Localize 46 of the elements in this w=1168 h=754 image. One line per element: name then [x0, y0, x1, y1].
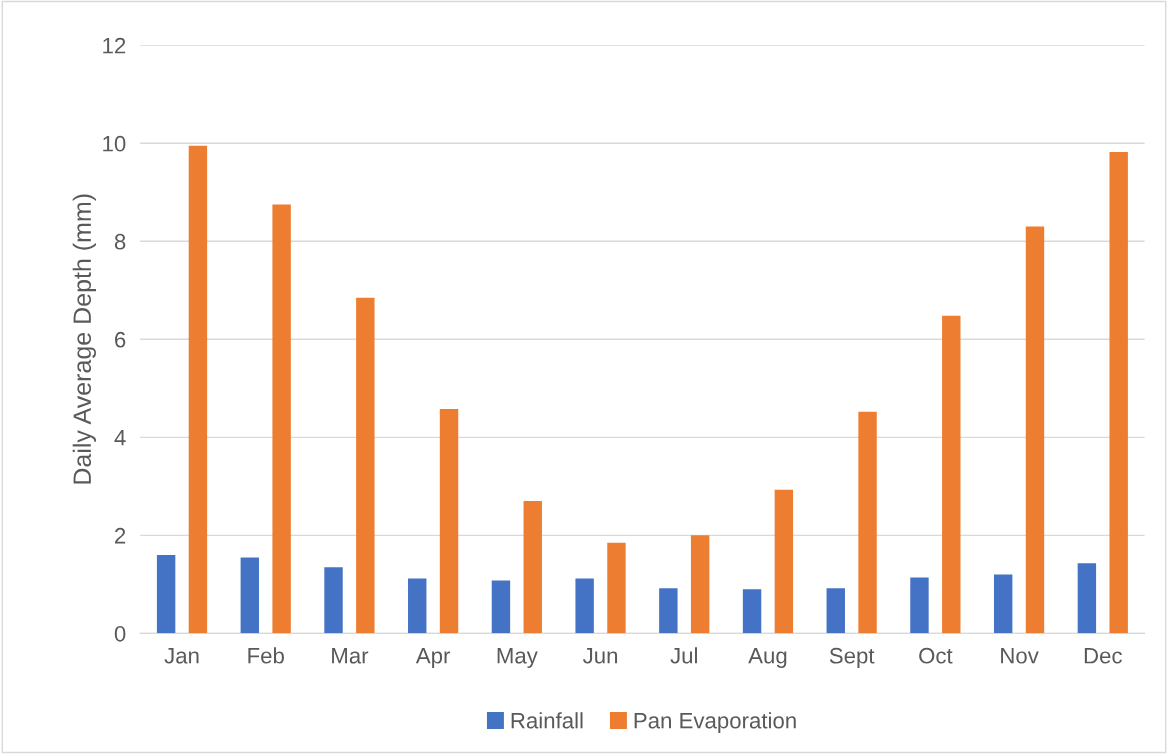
y-tick-label: 8 [114, 233, 126, 250]
bar [439, 408, 459, 634]
x-tick-label: Oct [919, 647, 953, 664]
x-tick-label: May [497, 648, 538, 668]
y-tick-label: 10 [103, 135, 126, 152]
bar [659, 588, 678, 634]
x-tick-label: Apr [415, 648, 451, 668]
bar [1077, 563, 1097, 634]
x-tick-label: Aug [748, 648, 787, 668]
bar [910, 577, 929, 634]
bar [607, 542, 626, 634]
bar [324, 567, 343, 634]
x-tick-label: Nov [1001, 648, 1039, 664]
bar [826, 588, 845, 634]
bar [942, 315, 961, 634]
x-tick-label: Sept [829, 647, 875, 668]
bar [575, 578, 594, 634]
bar [1025, 226, 1045, 634]
y-tick-label: 0 [114, 625, 126, 642]
bar [1109, 152, 1128, 634]
x-tick-label: Feb [248, 647, 284, 664]
bar [690, 535, 710, 634]
bar [156, 554, 176, 634]
bar [858, 411, 877, 634]
x-tick-label: Jan [164, 648, 199, 664]
legend-label: Pan Evaporation [634, 712, 796, 733]
bar [356, 297, 375, 634]
bar [188, 145, 208, 634]
bar [523, 501, 542, 634]
y-tick-label: 4 [114, 430, 126, 446]
y-tick-label: 12 [103, 37, 126, 54]
legend-label: Rainfall [511, 712, 583, 729]
x-tick-label: Mar [332, 648, 369, 664]
y-tick-label: 6 [115, 331, 126, 348]
bar [491, 580, 511, 634]
bar [774, 489, 794, 634]
x-tick-label: Jul [670, 647, 697, 664]
bar [993, 574, 1013, 634]
bar [742, 589, 762, 634]
y-tick-label: 2 [115, 527, 126, 544]
bar [408, 578, 427, 634]
bar [272, 204, 291, 634]
x-tick-label: Dec [1084, 648, 1122, 664]
x-tick-label: Jun [582, 648, 618, 664]
bar [240, 557, 260, 634]
y-axis-title: Daily Average Depth (mm) [72, 194, 96, 484]
